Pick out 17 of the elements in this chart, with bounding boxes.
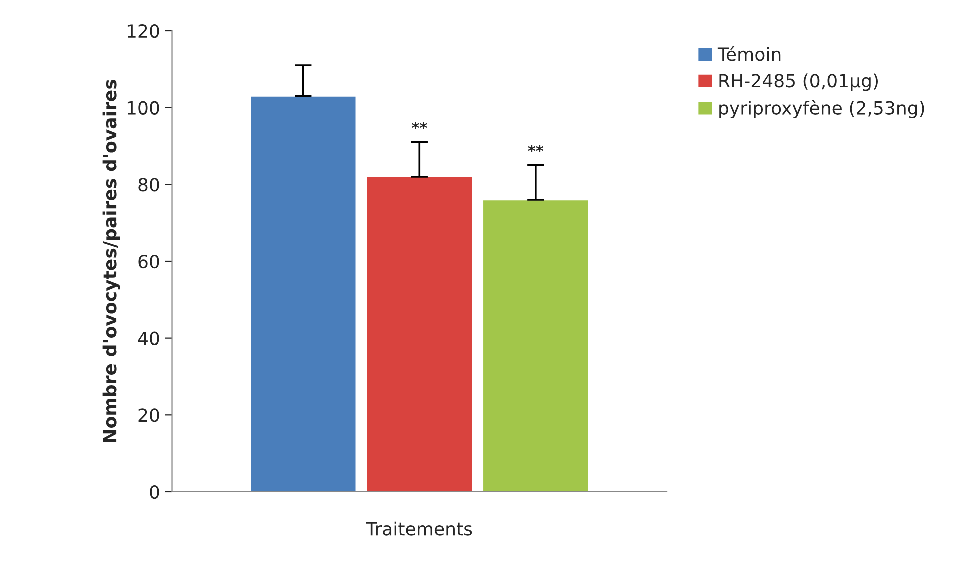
- bar: [482, 199, 590, 492]
- y-tick-label: 20: [138, 408, 160, 422]
- data-label: **: [528, 145, 544, 152]
- y-tick-label: 100: [128, 101, 160, 115]
- legend-label: pyriproxyfène (2,53ng): [720, 100, 924, 118]
- bar: [366, 176, 474, 492]
- y-tick-label: 60: [138, 254, 160, 269]
- y-axis-title: Nombre d'ovocytes/paires d'ovaires: [102, 80, 120, 442]
- legend-label: RH-2485 (0,01µg): [720, 74, 878, 92]
- y-tick-label: 40: [138, 332, 160, 346]
- y-tick-label: 0: [150, 485, 160, 500]
- legend-label: Témoin: [718, 46, 781, 62]
- x-axis-title: Traitements: [366, 522, 472, 536]
- data-label: **: [412, 122, 428, 130]
- y-tick-label: 80: [138, 178, 160, 192]
- bar: [250, 96, 357, 492]
- y-tick-label: 120: [128, 24, 160, 38]
